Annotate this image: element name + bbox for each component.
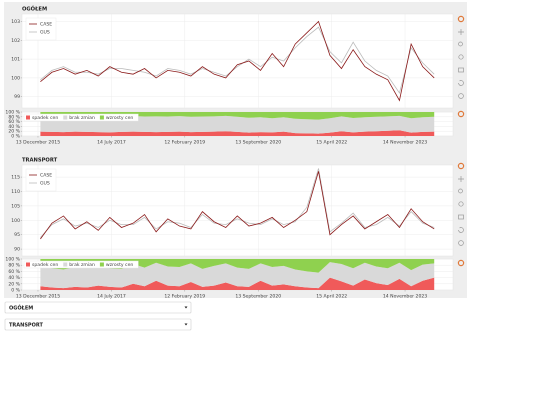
area-series — [40, 130, 435, 136]
y-tick-label: 40 % — [8, 275, 20, 281]
plot-area — [21, 164, 454, 257]
y-tick-label: 102 — [11, 38, 20, 44]
y-tick-label: 103 — [11, 19, 20, 25]
y-tick-label: 80 % — [8, 114, 20, 120]
pan-tool[interactable] — [458, 176, 464, 182]
y-tick-label: 100 % — [5, 110, 20, 116]
y-tick-label: 110 — [11, 189, 20, 195]
save-tool[interactable] — [458, 67, 464, 73]
x-tick-label: 14 November 2023 — [383, 140, 427, 146]
y-tick-label: 101 — [11, 57, 20, 63]
y-tick-label: 0 % — [11, 134, 20, 140]
x-tick-label: 13 September 2020 — [235, 294, 281, 300]
legend: CASE GUS — [25, 168, 57, 192]
area-series — [40, 277, 435, 290]
x-tick-label: 14 November 2023 — [383, 294, 427, 300]
legend-label: brak zmian — [69, 262, 95, 268]
x-tick-label: 13 December 2015 — [16, 140, 60, 146]
dropdown[interactable]: TRANSPORT — [4, 318, 192, 331]
legend-swatch — [63, 115, 68, 120]
zoom-tool[interactable] — [458, 188, 463, 194]
y-tick-label: 95 — [14, 232, 20, 238]
wheel-zoom-tool[interactable] — [458, 201, 464, 207]
dropdown-arrow[interactable] — [184, 306, 188, 309]
legend-label: CASE — [40, 22, 52, 28]
legend-label: wzrosty cen — [106, 262, 133, 268]
zoom-tool[interactable] — [458, 41, 463, 47]
save-tool[interactable] — [458, 214, 464, 220]
y-tick-label: 0 % — [11, 288, 20, 294]
legend-swatch — [26, 262, 30, 267]
dropdown-box[interactable] — [4, 301, 192, 314]
reset-tool[interactable] — [458, 227, 464, 233]
legend-label: spadek cen — [32, 262, 58, 268]
legend-swatch — [63, 262, 68, 267]
y-tick-label: 20 % — [8, 129, 20, 135]
bokeh-logo[interactable] — [457, 259, 465, 267]
dropdown-value[interactable]: OGÓŁEM — [9, 304, 33, 311]
x-tick-label: 14 July 2017 — [97, 140, 126, 146]
area-series — [40, 115, 435, 134]
bokeh-logo[interactable] — [457, 110, 465, 118]
x-tick-label: 15 April 2022 — [316, 140, 347, 146]
y-tick-label: 90 — [14, 247, 20, 253]
y-tick-label: 60 % — [8, 119, 20, 125]
y-tick-label: 60 % — [8, 269, 20, 275]
chart-title: TRANSPORT — [22, 158, 58, 164]
legend-label: GUS — [40, 181, 50, 187]
dropdown-value[interactable]: TRANSPORT — [9, 322, 43, 328]
y-tick-label: 99 — [14, 94, 20, 100]
y-tick-label: 40 % — [8, 124, 20, 130]
pan-tool[interactable] — [458, 29, 464, 35]
reset-tool[interactable] — [458, 80, 464, 86]
legend-box — [25, 17, 57, 41]
legend-label: brak zmian — [69, 115, 95, 121]
area-series — [40, 112, 435, 120]
line-series — [40, 171, 435, 240]
y-tick-label: 100 — [11, 218, 20, 224]
area-series — [40, 262, 435, 289]
x-tick-label: 15 April 2022 — [316, 294, 347, 300]
legend: spadek cen brak zmian wzrosty cen — [23, 260, 139, 269]
legend-box — [25, 168, 57, 192]
x-tick-label: 12 February 2019 — [164, 294, 205, 300]
legend-box — [23, 260, 139, 269]
x-tick-label: 12 February 2019 — [164, 140, 205, 146]
x-tick-label: 14 July 2017 — [97, 294, 126, 300]
x-tick-label: 13 September 2020 — [235, 140, 281, 146]
y-tick-label: 80 % — [8, 263, 20, 269]
y-tick-label: 100 % — [5, 257, 20, 263]
legend-swatch — [99, 115, 104, 120]
legend: CASE GUS — [25, 17, 57, 41]
y-tick-label: 115 — [11, 175, 20, 181]
legend-label: wzrosty cen — [106, 115, 133, 121]
x-tick-label: 13 December 2015 — [16, 294, 60, 300]
help-tool[interactable] — [458, 93, 464, 99]
y-tick-label: 20 % — [8, 281, 20, 287]
dropdown[interactable]: OGÓŁEM — [4, 301, 192, 314]
legend-swatch — [26, 115, 30, 120]
wheel-zoom-tool[interactable] — [458, 54, 464, 60]
toolbar — [457, 15, 465, 267]
dropdown-arrow[interactable] — [184, 323, 188, 326]
chart-title: OGÓŁEM — [22, 6, 47, 13]
legend-swatch — [99, 262, 104, 267]
y-tick-label: 100 — [11, 75, 20, 81]
legend-label: GUS — [40, 30, 50, 36]
y-tick-label: 105 — [11, 203, 20, 209]
legend-label: spadek cen — [32, 115, 58, 121]
bokeh-logo[interactable] — [457, 15, 465, 23]
legend-box — [23, 113, 139, 122]
area-series — [40, 259, 435, 273]
legend: spadek cen brak zmian wzrosty cen — [23, 113, 139, 122]
bokeh-logo[interactable] — [457, 162, 465, 170]
line-series — [40, 26, 435, 94]
line-series — [40, 20, 435, 102]
help-tool[interactable] — [458, 240, 464, 246]
dropdown-box[interactable] — [4, 318, 192, 331]
plot-area — [21, 13, 454, 109]
legend-label: CASE — [40, 173, 52, 179]
